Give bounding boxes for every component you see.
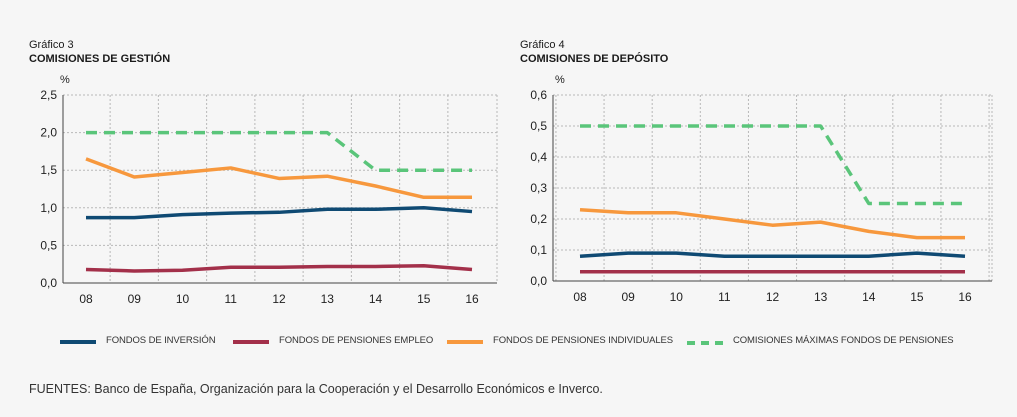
chart-3-ytick-label: 2,5 <box>40 88 57 102</box>
chart-4-xtick-label: 12 <box>766 290 780 304</box>
chart-4-ytick-label: 0,1 <box>530 243 547 257</box>
chart-3-xtick-label: 10 <box>176 292 190 306</box>
chart-3-ytick-label: 1,5 <box>40 163 57 177</box>
chart-3-xtick-label: 15 <box>417 292 431 306</box>
chart-4-xtick-label: 11 <box>718 290 731 304</box>
chart-3-xtick-label: 08 <box>79 292 93 306</box>
legend-label-inversion: FONDOS DE INVERSIÓN <box>106 335 216 346</box>
chart-3-title-block: Gráfico 3 COMISIONES DE GESTIÓN <box>29 38 170 66</box>
chart-3-xtick-label: 16 <box>465 292 479 306</box>
chart-3-figure-number: Gráfico 3 <box>29 39 74 51</box>
chart-4-plot: 0,0 0,1 0,2 0,3 0,4 0,5 0,6% 08 09 10 11 12 13 14 15 16 <box>530 74 993 304</box>
chart-4-series-individuales-line <box>579 207 965 240</box>
chart-4-xtick-label: 14 <box>862 290 876 304</box>
sources-note: FUENTES: Banco de España, Organización p… <box>29 382 603 396</box>
chart-3-ylabel: % <box>60 74 70 86</box>
legend-label-individuales: FONDOS DE PENSIONES INDIVIDUALES <box>493 335 673 346</box>
legend-swatch-individuales <box>447 340 483 344</box>
chart-4-xtick-label: 15 <box>910 290 924 304</box>
legend-label-maximas: COMISIONES MÁXIMAS FONDOS DE PENSIONES <box>733 335 954 346</box>
chart-4-series-inversion-line <box>579 251 966 258</box>
chart-3-series-inversion-line <box>86 206 473 220</box>
chart-3-xtick-label: 09 <box>128 292 142 306</box>
chart-3-xtick-label: 12 <box>272 292 286 306</box>
legend-label-empleo: FONDOS DE PENSIONES EMPLEO <box>279 335 434 346</box>
chart-4-title-block: Gráfico 4 COMISIONES DE DEPÓSITO <box>520 38 668 66</box>
chart-4-figure-number: Gráfico 4 <box>520 39 565 51</box>
chart-4-title: COMISIONES DE DEPÓSITO <box>520 53 669 65</box>
chart-4-ytick-label: 0,6 <box>530 88 547 102</box>
chart-4-ylabel: % <box>555 74 565 86</box>
chart-3-series-individuales-line <box>85 157 472 200</box>
chart-3-xtick-label: 14 <box>369 292 383 306</box>
chart-4-xtick-label: 16 <box>958 290 972 304</box>
chart-4-xtick-label: 10 <box>670 290 684 304</box>
chart-3-series-empleo-line <box>85 263 473 273</box>
chart-4-ytick-label: 0,2 <box>530 212 547 226</box>
chart-4-xtick-label: 08 <box>573 290 587 304</box>
chart-4-ytick-label: 0,3 <box>530 181 547 195</box>
chart-4-ytick-label: 0,4 <box>530 150 547 164</box>
chart-4-xtick-label: 09 <box>621 290 635 304</box>
chart-4-xtick-label: 13 <box>814 290 828 304</box>
chart-3-title: COMISIONES DE GESTIÓN <box>29 53 171 65</box>
chart-3-ytick-label: 1,0 <box>40 201 57 215</box>
legend-swatch-empleo <box>233 340 269 344</box>
chart-4-series-maximas-line <box>580 124 965 206</box>
chart-3-series-maximas-line <box>86 130 472 172</box>
chart-3-xtick-label: 13 <box>321 292 335 306</box>
chart-4-ytick-label: 0,0 <box>530 274 547 288</box>
chart-3-xtick-label: 11 <box>225 292 238 306</box>
legend-swatch-inversion <box>60 340 96 344</box>
chart-3-plot: 0,0 0,5 1,0 1,5 2,0 2,5% 08 09 10 11 12 13 14 15 16 <box>40 74 498 306</box>
chart-3-ytick-label: 2,0 <box>40 126 57 140</box>
chart-3-ytick-label: 0,5 <box>40 238 57 252</box>
chart-3-ytick-label: 0,0 <box>40 276 57 290</box>
legend-swatch-maximas <box>687 341 723 345</box>
chart-4-ytick-label: 0,5 <box>530 119 547 133</box>
